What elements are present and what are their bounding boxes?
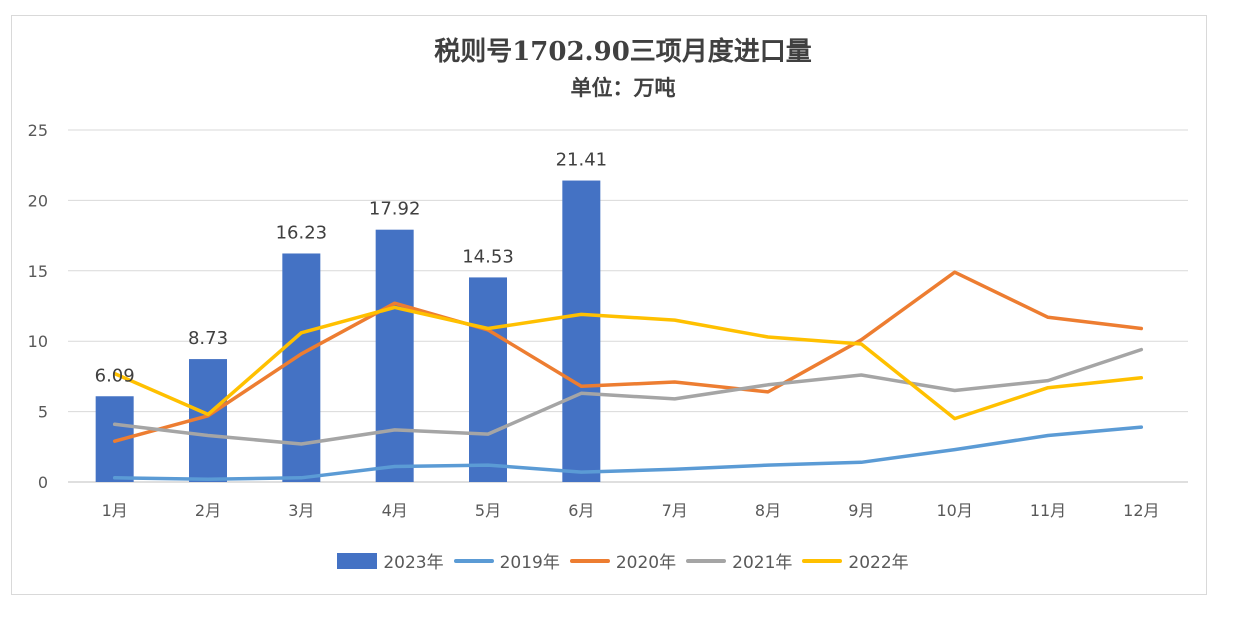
series-line-4 [112,305,1144,421]
x-tick-label-4: 5月 [475,501,501,520]
x-tick-label-6: 7月 [662,501,688,520]
data-label-3: 16.23 [276,222,328,243]
x-tick-label-7: 8月 [755,501,781,520]
legend-swatch [802,558,843,563]
y-tick-label-2: 10 [28,332,48,351]
x-tick-label-1: 2月 [195,501,221,520]
data-label-2: 8.73 [188,328,228,349]
x-tick-label-0: 1月 [102,501,128,520]
series-line-3 [112,347,1144,446]
bar-6 [562,180,601,483]
legend-item-1: 2023年 [337,548,444,573]
x-tick-label-9: 10月 [936,501,972,520]
bar-4 [375,229,414,482]
data-label-5: 14.53 [462,246,514,267]
x-tick-label-11: 12月 [1123,501,1159,520]
legend-swatch [453,558,494,563]
legend-label: 2022年 [848,553,909,573]
legend-item-3: 2020年 [569,548,677,573]
legend-item-5: 2022年 [802,548,909,573]
series-line-1 [112,425,1144,481]
legend: 2023年 2019年 2020年 2021年 2022年 [0,548,1246,573]
legend-item-2: 2019年 [453,548,560,573]
chart-subtitle: 单位：万吨 [570,75,676,100]
y-tick-label-1: 5 [38,403,48,422]
legend-label: 2021年 [732,553,793,573]
legend-swatch [569,558,610,563]
legend-swatch [337,552,378,569]
legend-swatch [686,558,727,563]
legend-item-4: 2021年 [686,548,792,573]
data-label-4: 17.92 [369,199,421,220]
x-tick-label-8: 9月 [848,501,874,520]
series-line-2 [112,270,1144,443]
data-label-1: 6.09 [95,365,135,386]
legend-label: 2020年 [615,553,677,573]
y-tick-label-0: 0 [38,473,48,492]
x-tick-label-2: 3月 [288,501,314,520]
chart-frame [11,15,1207,595]
x-tick-label-5: 6月 [568,501,594,520]
x-tick-label-3: 4月 [382,501,408,520]
y-tick-label-5: 25 [28,121,48,140]
data-label-6: 21.41 [556,150,608,171]
y-tick-label-4: 20 [28,191,48,210]
x-tick-label-10: 11月 [1030,501,1066,520]
chart-title: 税则号1702.90三项月度进口量 [434,37,812,67]
bar-5 [469,277,507,482]
legend-label: 2023年 [383,553,444,573]
y-tick-label-3: 15 [28,262,48,281]
legend-label: 2019年 [499,553,560,573]
bar-3 [282,253,321,482]
